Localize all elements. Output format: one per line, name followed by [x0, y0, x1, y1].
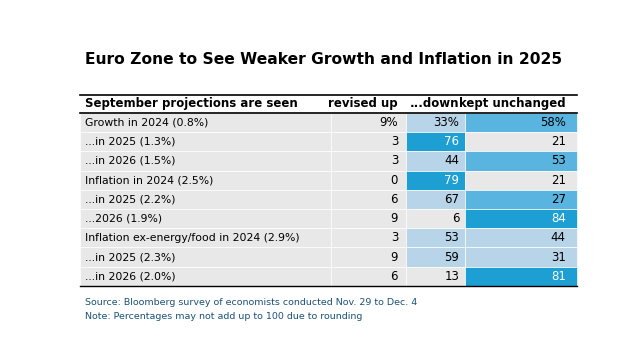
Text: 76: 76	[444, 135, 459, 148]
FancyBboxPatch shape	[465, 171, 577, 190]
FancyBboxPatch shape	[331, 171, 406, 190]
Text: 3: 3	[390, 231, 398, 244]
FancyBboxPatch shape	[406, 190, 465, 209]
FancyBboxPatch shape	[80, 228, 331, 248]
Text: Inflation ex-energy/food in 2024 (2.9%): Inflation ex-energy/food in 2024 (2.9%)	[85, 233, 300, 243]
Text: 3: 3	[390, 135, 398, 148]
FancyBboxPatch shape	[465, 94, 577, 113]
FancyBboxPatch shape	[80, 248, 331, 267]
Text: 0: 0	[390, 174, 398, 187]
FancyBboxPatch shape	[465, 267, 577, 286]
FancyBboxPatch shape	[331, 132, 406, 151]
Text: 59: 59	[444, 251, 459, 264]
Text: 44: 44	[551, 231, 566, 244]
FancyBboxPatch shape	[465, 151, 577, 171]
Text: 27: 27	[551, 193, 566, 206]
FancyBboxPatch shape	[406, 113, 465, 132]
FancyBboxPatch shape	[406, 209, 465, 228]
FancyBboxPatch shape	[465, 228, 577, 248]
Text: Source: Bloomberg survey of economists conducted Nov. 29 to Dec. 4: Source: Bloomberg survey of economists c…	[85, 299, 417, 307]
FancyBboxPatch shape	[331, 151, 406, 171]
Text: 31: 31	[551, 251, 566, 264]
Text: ...in 2025 (1.3%): ...in 2025 (1.3%)	[85, 137, 176, 147]
FancyBboxPatch shape	[80, 190, 331, 209]
Text: 6: 6	[452, 212, 459, 225]
FancyBboxPatch shape	[465, 190, 577, 209]
FancyBboxPatch shape	[331, 113, 406, 132]
FancyBboxPatch shape	[406, 151, 465, 171]
FancyBboxPatch shape	[80, 171, 331, 190]
FancyBboxPatch shape	[465, 113, 577, 132]
Text: revised up: revised up	[328, 97, 398, 110]
Text: Note: Percentages may not add up to 100 due to rounding: Note: Percentages may not add up to 100 …	[85, 312, 362, 321]
FancyBboxPatch shape	[331, 94, 406, 113]
Text: 79: 79	[444, 174, 459, 187]
Text: Euro Zone to See Weaker Growth and Inflation in 2025: Euro Zone to See Weaker Growth and Infla…	[85, 52, 562, 67]
Text: 9: 9	[390, 212, 398, 225]
Text: 9%: 9%	[379, 116, 398, 129]
Text: 13: 13	[444, 270, 459, 283]
FancyBboxPatch shape	[406, 267, 465, 286]
Text: 33%: 33%	[433, 116, 459, 129]
FancyBboxPatch shape	[80, 151, 331, 171]
Text: ...in 2025 (2.2%): ...in 2025 (2.2%)	[85, 194, 176, 205]
Text: 67: 67	[444, 193, 459, 206]
Text: September projections are seen: September projections are seen	[85, 97, 298, 110]
FancyBboxPatch shape	[465, 248, 577, 267]
Text: 21: 21	[551, 135, 566, 148]
Text: ...2026 (1.9%): ...2026 (1.9%)	[85, 214, 162, 224]
FancyBboxPatch shape	[406, 94, 465, 113]
Text: 81: 81	[551, 270, 566, 283]
Text: 84: 84	[551, 212, 566, 225]
FancyBboxPatch shape	[331, 267, 406, 286]
FancyBboxPatch shape	[406, 228, 465, 248]
Text: ...down: ...down	[410, 97, 459, 110]
Text: 6: 6	[390, 270, 398, 283]
Text: 58%: 58%	[540, 116, 566, 129]
Text: 44: 44	[444, 155, 459, 168]
Text: 53: 53	[551, 155, 566, 168]
Text: ...in 2026 (2.0%): ...in 2026 (2.0%)	[85, 272, 176, 281]
FancyBboxPatch shape	[406, 171, 465, 190]
FancyBboxPatch shape	[80, 132, 331, 151]
FancyBboxPatch shape	[406, 248, 465, 267]
Text: 21: 21	[551, 174, 566, 187]
FancyBboxPatch shape	[80, 94, 331, 113]
Text: 6: 6	[390, 193, 398, 206]
FancyBboxPatch shape	[80, 113, 331, 132]
Text: Inflation in 2024 (2.5%): Inflation in 2024 (2.5%)	[85, 175, 213, 185]
FancyBboxPatch shape	[80, 209, 331, 228]
Text: kept unchanged: kept unchanged	[459, 97, 566, 110]
Text: ...in 2026 (1.5%): ...in 2026 (1.5%)	[85, 156, 176, 166]
Text: 9: 9	[390, 251, 398, 264]
FancyBboxPatch shape	[331, 209, 406, 228]
FancyBboxPatch shape	[331, 228, 406, 248]
Text: 53: 53	[444, 231, 459, 244]
FancyBboxPatch shape	[465, 209, 577, 228]
FancyBboxPatch shape	[80, 267, 331, 286]
Text: Growth in 2024 (0.8%): Growth in 2024 (0.8%)	[85, 117, 208, 127]
FancyBboxPatch shape	[331, 248, 406, 267]
FancyBboxPatch shape	[331, 190, 406, 209]
Text: 3: 3	[390, 155, 398, 168]
FancyBboxPatch shape	[465, 132, 577, 151]
Text: ...in 2025 (2.3%): ...in 2025 (2.3%)	[85, 252, 176, 262]
FancyBboxPatch shape	[406, 132, 465, 151]
